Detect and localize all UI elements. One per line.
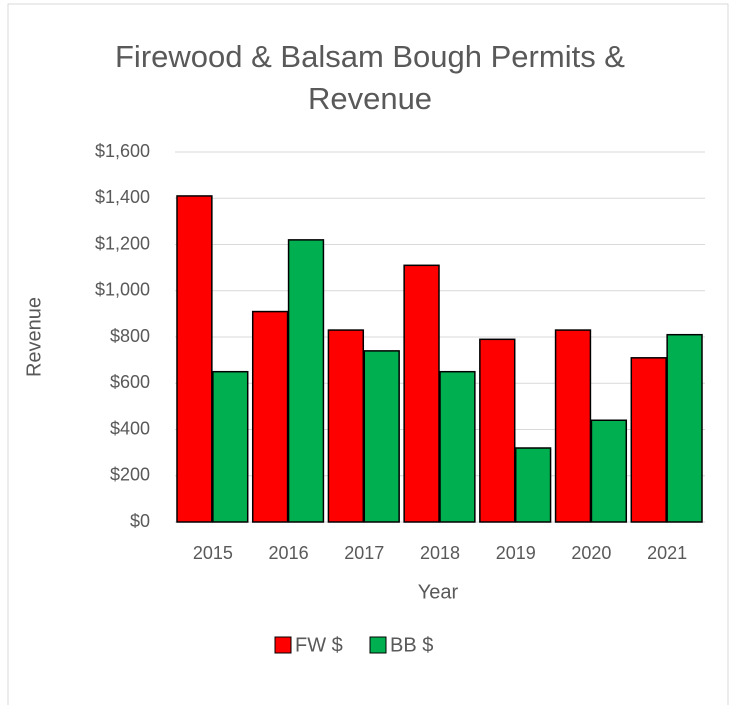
bar: [630, 357, 667, 523]
bar: [666, 333, 703, 523]
x-tick-label: 2019: [496, 543, 536, 563]
y-axis-label: Revenue: [23, 297, 45, 377]
chart-title: Firewood & Balsam Bough Permits & Revenu…: [115, 39, 625, 116]
y-tick-label: $0: [130, 511, 150, 531]
x-tick-label: 2017: [344, 543, 384, 563]
bar: [590, 419, 628, 523]
y-tick-label: $1,200: [95, 233, 150, 253]
bar: [327, 329, 365, 523]
y-tick-label: $1,000: [95, 280, 150, 300]
x-tick-label: 2018: [420, 543, 460, 563]
bar: [176, 195, 213, 523]
bar: [251, 310, 289, 523]
y-tick-label: $400: [110, 418, 150, 438]
y-tick-label: $1,400: [95, 187, 150, 207]
chart-border: [7, 3, 729, 705]
bar: [514, 447, 552, 523]
y-tick-label: $600: [110, 372, 150, 392]
bar: [479, 338, 516, 523]
x-tick-label: 2020: [571, 543, 611, 563]
y-tick-label: $800: [110, 326, 150, 346]
bar: [287, 239, 325, 523]
legend-label: BB $: [390, 634, 433, 656]
bar: [212, 370, 249, 523]
bar: [363, 350, 400, 523]
bar: [439, 370, 476, 523]
x-tick-label: 2016: [269, 543, 309, 563]
legend-swatch: [369, 636, 387, 654]
y-tick-label: $200: [110, 465, 150, 485]
legend-swatch: [274, 636, 292, 654]
x-tick-label: 2015: [193, 543, 233, 563]
x-axis-label: Year: [418, 581, 459, 603]
bar: [554, 329, 592, 523]
bar: [403, 264, 440, 523]
x-tick-label: 2021: [647, 543, 687, 563]
legend-label: FW $: [295, 634, 343, 656]
y-tick-label: $1,600: [95, 141, 150, 161]
